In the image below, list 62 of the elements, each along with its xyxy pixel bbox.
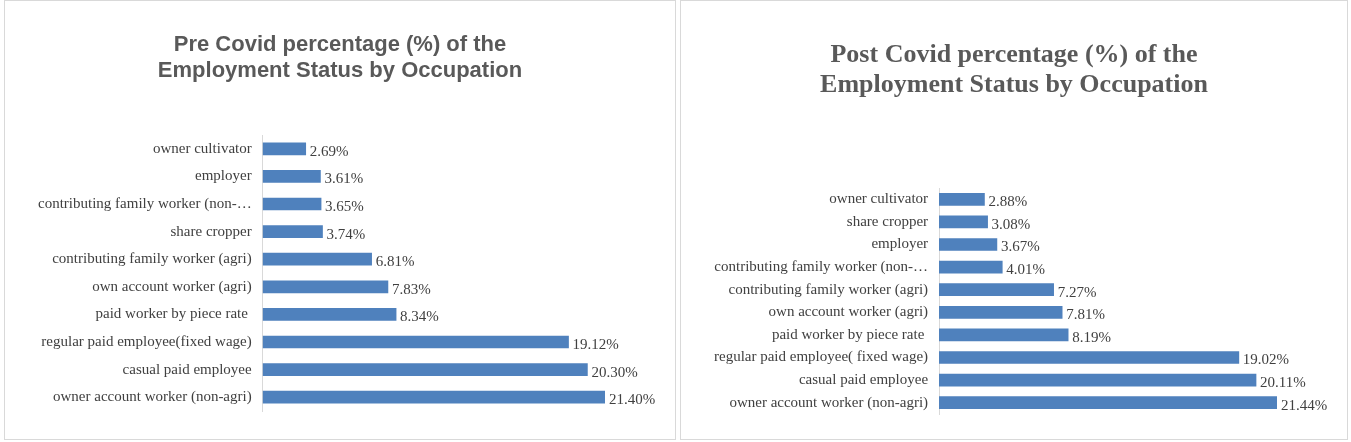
y-tick-label: owner account worker (non-agri) [53, 388, 252, 406]
data-label: 20.11% [1260, 374, 1306, 391]
y-tick-label: paid worker by piece rate [95, 305, 252, 322]
data-label: 2.88% [988, 193, 1028, 210]
bar [262, 308, 397, 321]
bar [262, 335, 569, 349]
data-label: 8.34% [400, 308, 439, 325]
data-label: 3.65% [325, 197, 364, 214]
bar [939, 283, 1054, 297]
y-tick-label: casual paid employee [122, 360, 253, 377]
data-label: 21.44% [1281, 396, 1328, 413]
bar [939, 328, 1069, 342]
data-label: 7.27% [1057, 283, 1097, 300]
y-tick-label: regular paid employee(fixed wage) [41, 332, 252, 350]
data-label: 2.69% [309, 142, 349, 159]
y-tick-label: own account worker (agri) [768, 303, 929, 321]
bar [262, 225, 323, 238]
data-label: 3.67% [1000, 238, 1040, 255]
data-label: 3.61% [324, 170, 364, 187]
bar [262, 363, 588, 376]
y-tick-label: contributing family worker (agri) [728, 280, 929, 298]
y-tick-label: contributing family worker (non-… [714, 258, 929, 276]
y-tick-label: contributing family worker (agri) [52, 250, 252, 268]
y-tick-label: owner cultivator [152, 139, 252, 156]
bar [939, 215, 988, 229]
data-label: 6.81% [375, 253, 415, 270]
y-tick-label: owner cultivator [829, 190, 929, 207]
y-tick-label: employer [871, 235, 929, 252]
bar [939, 351, 1240, 364]
data-label: 3.74% [326, 225, 366, 242]
data-label: 7.83% [391, 280, 431, 297]
bar [939, 238, 998, 251]
data-label: 21.40% [609, 391, 656, 408]
y-tick-label: share cropper [846, 212, 929, 229]
data-label: 8.19% [1072, 328, 1111, 345]
y-tick-label: paid worker by piece rate [771, 325, 929, 342]
y-tick-label: regular paid employee( fixed wage) [713, 348, 929, 366]
y-tick-label: own account worker (agri) [92, 277, 252, 295]
bar [262, 252, 372, 266]
data-label: 3.08% [991, 215, 1031, 232]
y-tick-label: employer [195, 167, 252, 184]
data-label: 20.30% [591, 363, 638, 380]
bar [939, 373, 1257, 387]
chart-title: Pre Covid percentage (%) of the Employment Status by Occupation [156, 31, 524, 83]
y-tick-label: contributing family worker (non-… [38, 194, 252, 212]
y-tick-label: casual paid employee [798, 371, 929, 388]
data-label: 19.12% [572, 335, 619, 352]
y-tick-label: owner account worker (non-agri) [729, 393, 929, 411]
chart-title: Post Covid percentage (%) of the Employment Status by Occupation [819, 39, 1209, 99]
bar [262, 390, 605, 404]
bar [262, 170, 321, 183]
y-tick-label: share cropper [170, 222, 252, 239]
bar [939, 396, 1277, 410]
bar [939, 192, 985, 206]
bar [939, 305, 1063, 319]
bar [262, 280, 389, 294]
bar [262, 142, 307, 156]
bar [262, 197, 322, 211]
data-label: 4.01% [1006, 261, 1046, 278]
bar [939, 260, 1003, 274]
data-label: 19.02% [1242, 351, 1290, 368]
data-label: 7.81% [1066, 306, 1105, 323]
